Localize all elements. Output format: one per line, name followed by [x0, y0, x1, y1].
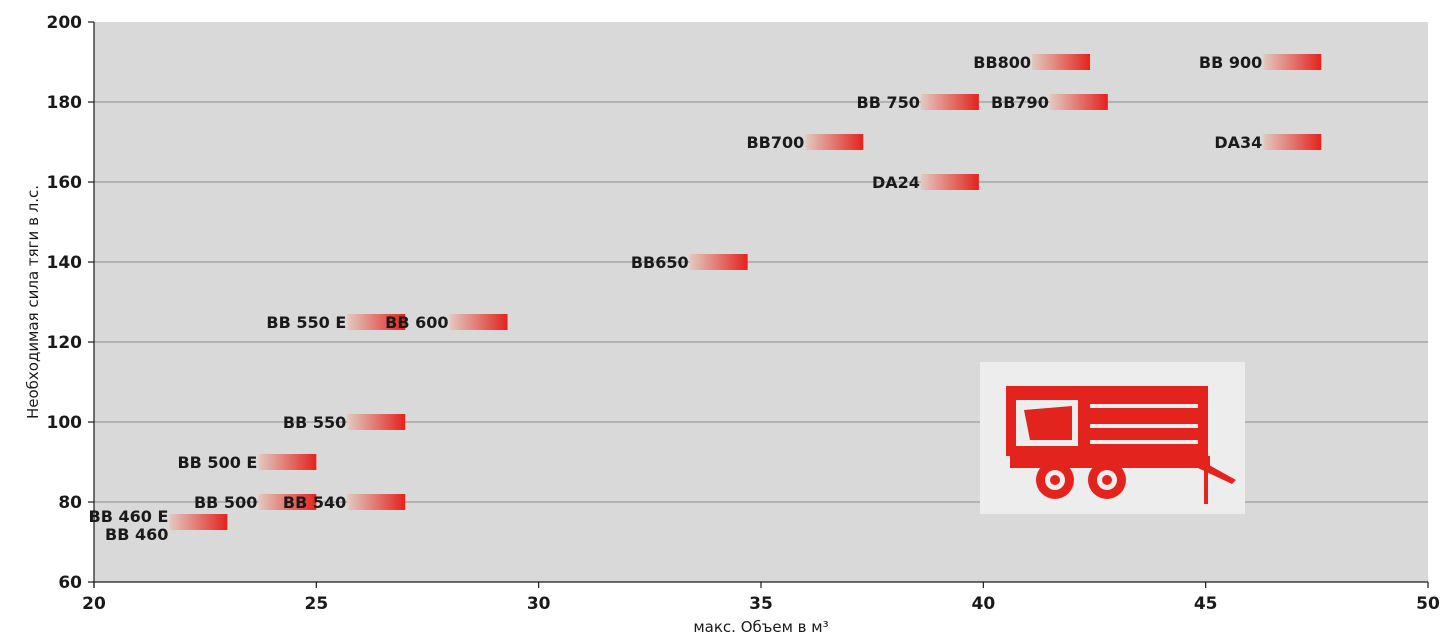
- trailer-jack: [1204, 466, 1208, 504]
- y-tick-label: 180: [47, 93, 83, 113]
- trailer-front-panel: [1024, 406, 1072, 440]
- bar-bb-900: [1263, 54, 1322, 70]
- bar-bb-500-e-label: BB 500 E: [177, 453, 257, 472]
- bar-bb-550-e: [347, 314, 406, 330]
- trailer-stripe: [1090, 404, 1198, 408]
- y-tick-label: 140: [47, 253, 83, 273]
- x-axis-title: макс. Объем в м³: [693, 618, 828, 636]
- bar-bb790: [1049, 94, 1108, 110]
- bar-bb-550-e-label: BB 550 E: [266, 313, 346, 332]
- trailer-stripe: [1090, 440, 1198, 444]
- trailer-wheel-hub: [1050, 475, 1060, 485]
- y-tick-label: 100: [47, 413, 83, 433]
- x-tick-label: 45: [1194, 594, 1218, 614]
- y-tick-label: 120: [47, 333, 83, 353]
- y-tick-label: 160: [47, 173, 83, 193]
- bar-bb-540: [347, 494, 406, 510]
- y-tick-label: 80: [58, 493, 82, 513]
- x-tick-label: 40: [971, 594, 995, 614]
- bar-da34-label: DA34: [1214, 133, 1262, 152]
- bar-bb790-label: BB790: [991, 93, 1049, 112]
- bar-bb-750: [920, 94, 979, 110]
- x-tick-label: 50: [1416, 594, 1440, 614]
- bar-bb-460-label: BB 460: [105, 525, 168, 544]
- bar-bb650-label: BB650: [631, 253, 689, 272]
- y-axis-title: Необходимая сила тяги в л.с.: [24, 185, 42, 419]
- bar-bb-550: [347, 414, 406, 430]
- bar-bb800-label: BB800: [973, 53, 1031, 72]
- bar-da34: [1263, 134, 1322, 150]
- trailer-stripe: [1090, 424, 1198, 428]
- bar-da24: [920, 174, 979, 190]
- y-tick-label: 60: [58, 573, 82, 593]
- bar-bb-500-e: [258, 454, 317, 470]
- bar-bb-750-label: BB 750: [857, 93, 920, 112]
- bars: [169, 54, 1322, 530]
- bar-bb800: [1032, 54, 1091, 70]
- bar-bb-550-label: BB 550: [283, 413, 346, 432]
- x-tick-label: 20: [82, 594, 106, 614]
- y-tick-label: 200: [47, 13, 83, 33]
- x-tick-label: 25: [304, 594, 328, 614]
- x-tick-label: 30: [527, 594, 551, 614]
- bar-bb-900-label: BB 900: [1199, 53, 1262, 72]
- bar-bb-600: [449, 314, 508, 330]
- x-tick-label: 35: [749, 594, 773, 614]
- axes: 60 80 100 120 140 160 180 200 20 25 30 35 40 45 50: [47, 13, 1440, 614]
- trailer-wheel-hub: [1102, 475, 1112, 485]
- bar-bb-540-label: BB 540: [283, 493, 346, 512]
- bar-bb-460-e-label: BB 460 E: [89, 507, 169, 526]
- bar-bb700: [805, 134, 864, 150]
- bar-bb-600-label: BB 600: [385, 313, 448, 332]
- bar-da24-label: DA24: [872, 173, 920, 192]
- bar-bb700-label: BB700: [746, 133, 804, 152]
- bar-bb650: [689, 254, 748, 270]
- trailer-icon: [980, 362, 1245, 514]
- bar-bb-500-label: BB 500: [194, 493, 257, 512]
- bar-bb-500: [258, 494, 317, 510]
- bar-bb-460: [169, 514, 228, 530]
